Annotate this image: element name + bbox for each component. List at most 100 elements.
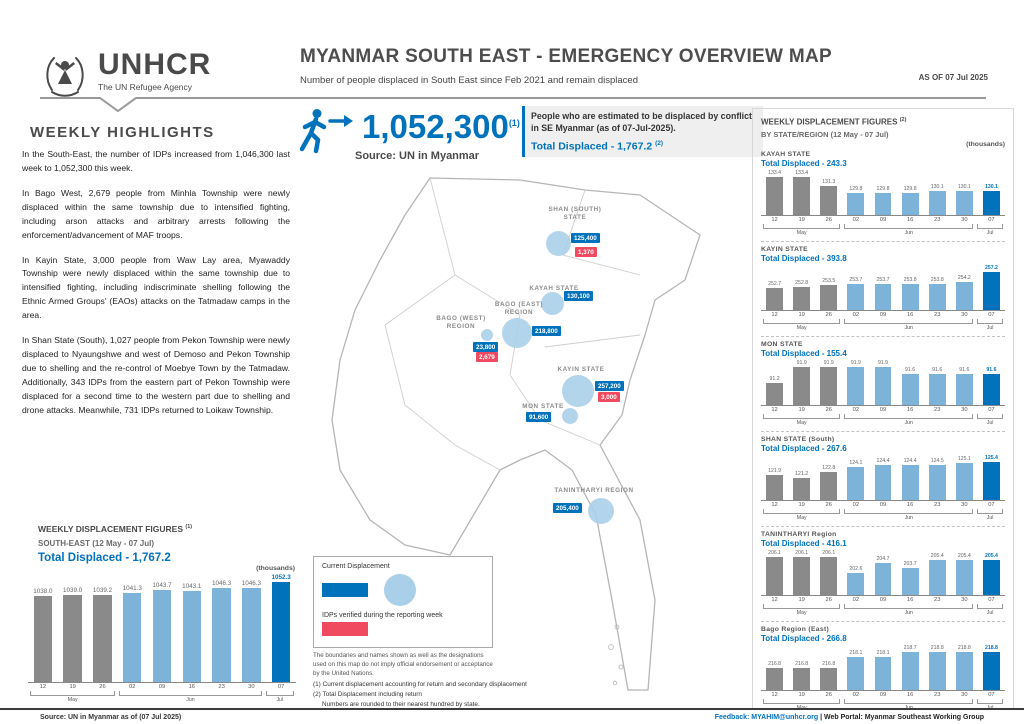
- total-idp-figure: 1,052,300(1): [362, 110, 520, 143]
- bar-column: 1043.7: [147, 582, 177, 682]
- bracket-line: [844, 508, 974, 514]
- map-disclaimer: The boundaries and names shown as well a…: [313, 652, 493, 677]
- bar-column: 125.1: [951, 456, 978, 500]
- bar-column: 129.8: [869, 186, 896, 215]
- bar-column: 91.9: [815, 360, 842, 405]
- bar-column: 205.4: [924, 553, 951, 595]
- bar-value-label: 1052.3: [271, 574, 291, 581]
- highlight-paragraph: In Kayin State, 3,000 people from Waw La…: [22, 254, 290, 321]
- bar: [793, 667, 811, 690]
- tick-label: 02: [852, 501, 860, 508]
- bar: [955, 559, 973, 595]
- month-brackets: May Jun Jul: [761, 223, 1005, 236]
- map-label-shan-south-state: SHAN (SOUTH) STATE: [548, 206, 602, 222]
- tick-label: 26: [825, 596, 832, 603]
- tick-label: 26: [825, 501, 832, 508]
- tick-label: 12: [771, 596, 778, 603]
- bar-value-label: 203.7: [903, 560, 917, 567]
- month-label: May: [796, 229, 807, 236]
- tick-label: 26: [825, 216, 832, 223]
- tick-label: 07: [988, 311, 995, 318]
- bar: [928, 373, 946, 405]
- feedback-email-link[interactable]: MYAHIM@unhcr.org: [751, 714, 819, 721]
- bar-value-label: 121.2: [795, 470, 809, 477]
- bar: [901, 373, 919, 405]
- bar-column: 206.1: [815, 550, 842, 595]
- bar-value-label: 206.1: [822, 549, 836, 556]
- bracket-line: [763, 413, 841, 419]
- bar-column: 124.1: [842, 460, 869, 500]
- bracket-line: [977, 603, 1003, 609]
- tick-label: 23: [933, 596, 941, 603]
- bar: [847, 572, 865, 595]
- bracket-line: [119, 691, 262, 696]
- header-rule: [40, 97, 986, 113]
- state-chart-name: MON STATE: [761, 340, 803, 348]
- bar-value-label: 253.7: [849, 277, 863, 284]
- new-idps-badge: 3,000: [598, 392, 620, 402]
- current-displacement-badge: 23,800: [473, 342, 499, 352]
- displacement-bubble: [540, 291, 564, 315]
- bar: [820, 471, 838, 500]
- month-label: Jul: [986, 229, 994, 236]
- bar-value-label: 1046.3: [211, 579, 232, 587]
- myanmar-map: [331, 177, 701, 691]
- current-displacement-swatch: [322, 583, 368, 597]
- bar-value-label: 130.1: [930, 184, 944, 191]
- state-chart-name: SHAN STATE (South): [761, 435, 835, 443]
- bar-column: 130.1: [978, 184, 1005, 215]
- bar-column: 1046.3: [207, 580, 237, 682]
- axis-ticks: 12 19 26 02 09 16 23 30 07: [761, 311, 1005, 318]
- bar: [955, 462, 973, 500]
- bar-column: 91.2: [761, 376, 788, 405]
- tick-label: 09: [879, 311, 887, 318]
- tick-label: 30: [961, 216, 968, 223]
- footnote-ref-1: (1): [508, 118, 520, 128]
- bracket-line: [30, 691, 116, 696]
- bar-column: 254.2: [951, 275, 978, 310]
- state-boundaries: [384, 177, 641, 471]
- month-bracket: May: [761, 223, 842, 236]
- bar-value-label: 205.4: [984, 552, 998, 559]
- bar-column: 124.5: [924, 458, 951, 500]
- tick-label: 30: [961, 691, 968, 698]
- bar: [983, 191, 1000, 215]
- month-label: Jun: [904, 704, 913, 711]
- tick-label: 12: [39, 684, 47, 690]
- month-bracket: Jul: [975, 223, 1005, 236]
- current-displacement-badge: 130,100: [564, 291, 593, 301]
- bar-chart: 91.2 91.9 91.9 91.9 91.9 91.6 91.6 91.6 91.6: [761, 360, 1005, 406]
- axis-ticks: 12 19 26 02 09 16 23 30 07: [761, 406, 1005, 413]
- bar-column: 130.1: [924, 184, 951, 215]
- month-label: Jun: [904, 609, 913, 616]
- bar-column: 91.6: [897, 367, 924, 405]
- bar-value-label: 253.8: [903, 276, 917, 283]
- bracket-line: [977, 318, 1003, 324]
- bar: [847, 284, 865, 310]
- se-chart-total: Total Displaced - 1,767.2: [38, 552, 171, 564]
- panel-footnote-ref: (2): [899, 117, 907, 123]
- month-label: Jul: [986, 324, 994, 331]
- tick-label: 19: [798, 501, 805, 508]
- bar-value-label: 204.7: [876, 556, 890, 563]
- legend-current-label: Current Displacement: [322, 563, 390, 570]
- month-brackets: May Jun Jul: [761, 413, 1005, 426]
- bar: [212, 587, 231, 682]
- tick-label: 09: [158, 684, 166, 690]
- footnote-3: Numbers are rounded to their nearest hun…: [322, 700, 480, 708]
- bar-value-label: 130.1: [957, 184, 971, 191]
- tick-label: 23: [218, 684, 225, 690]
- bar-column: 91.9: [869, 360, 896, 405]
- bar-column: 121.2: [788, 471, 815, 500]
- bar: [847, 366, 865, 405]
- bar-value-label: 206.1: [768, 549, 782, 556]
- total-displaced-line: Total Displaced - 1,767.2 (2): [531, 140, 757, 153]
- bar-value-label: 253.7: [876, 277, 890, 284]
- month-label: Jun: [904, 229, 913, 236]
- bar-value-label: 91.9: [823, 359, 834, 366]
- bar-value-label: 133.4: [768, 169, 782, 176]
- bracket-line: [977, 223, 1003, 229]
- tick-label: 07: [988, 691, 995, 698]
- tick-label: 09: [879, 596, 887, 603]
- bar: [123, 592, 142, 682]
